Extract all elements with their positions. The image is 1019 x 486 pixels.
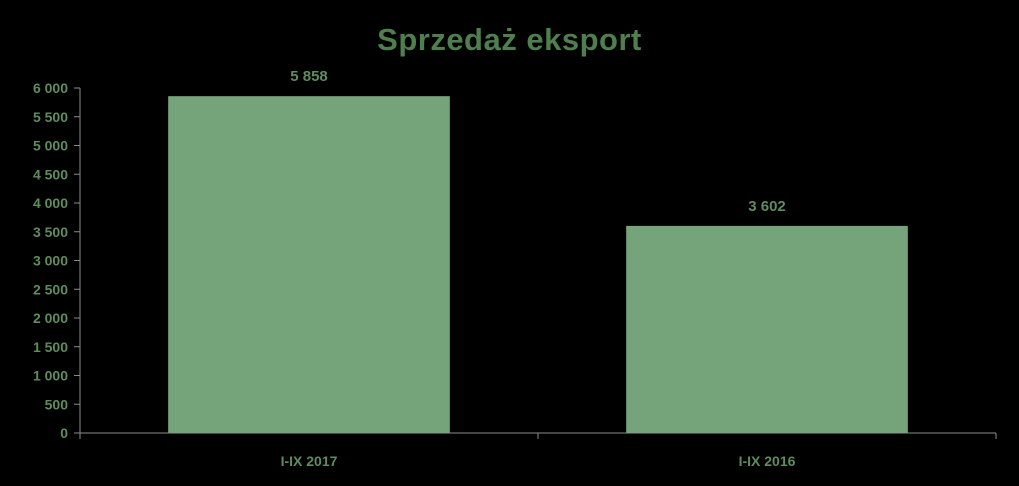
y-tick-label: 1 500	[33, 339, 68, 355]
y-tick-label: 4 000	[33, 195, 68, 211]
bar-data-label: 5 858	[290, 68, 328, 85]
y-tick-label: 0	[60, 425, 68, 441]
bars	[168, 96, 908, 433]
y-tick-label: 4 500	[33, 166, 68, 182]
y-tick-label: 3 000	[33, 253, 68, 269]
y-tick-label: 1 000	[33, 368, 68, 384]
x-tick-label: I-IX 2016	[739, 453, 796, 469]
y-tick-label: 2 000	[33, 310, 68, 326]
y-tick-label: 2 500	[33, 281, 68, 297]
x-axis: I-IX 2017 I-IX 2016	[79, 432, 997, 469]
y-tick-label: 5 500	[33, 109, 68, 125]
y-axis: 0 500 1 000 1 500 2 000 2 500 3 000 3 500 4 000 4…	[33, 80, 81, 441]
y-tick-label: 5 000	[33, 138, 68, 154]
bar-data-label: 3 602	[748, 198, 786, 215]
bar	[626, 225, 908, 433]
x-tick-label: I-IX 2017	[281, 453, 338, 469]
bar	[168, 96, 450, 433]
y-tick-label: 500	[45, 396, 69, 412]
data-labels: 5 858 3 602	[290, 68, 786, 215]
y-tick-label: 6 000	[33, 80, 68, 96]
chart-title: Sprzedaż eksport	[377, 22, 642, 57]
y-tick-label: 3 500	[33, 224, 68, 240]
